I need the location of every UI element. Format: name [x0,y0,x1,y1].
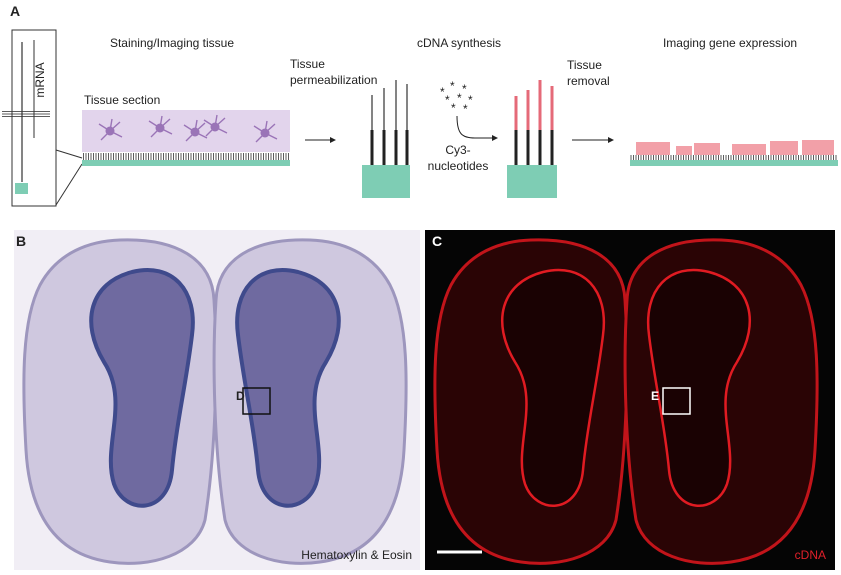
probe-array [82,153,290,160]
svg-text:*: * [440,85,445,99]
inset-box [662,387,691,415]
step-title: Staining/Imaging tissue [110,36,234,50]
inset-label: E [651,389,659,403]
panel-c: C E cDNA [425,230,835,570]
panel-label: B [16,233,26,249]
svg-text:*: * [463,102,468,116]
tissue-section-label: Tissue section [84,93,160,107]
mrna-label: mRNA [33,62,47,97]
step-label: permeabilization [290,73,377,87]
panel-b: B D Hematoxylin & Eosin [14,230,420,570]
svg-text:*: * [450,79,455,93]
stain-label: Hematoxylin & Eosin [301,548,412,562]
panel-label: C [432,233,442,249]
svg-text:*: * [445,93,450,107]
step-label: Tissue [567,58,602,72]
inset-label: D [236,389,245,403]
inset-box [242,387,271,415]
slide [82,160,290,166]
poly-a [2,110,50,118]
step-label: Cy3- [445,143,470,157]
channel-label: cDNA [795,548,826,562]
step-label: removal [567,74,610,88]
spot [15,183,28,194]
step-label: Tissue [290,57,325,71]
panel-label: A [10,3,20,19]
expression-signal [636,140,834,155]
step-title: Imaging gene expression [663,36,797,50]
zoom-line [55,163,83,206]
step-title: cDNA synthesis [417,36,501,50]
cy3-stars: * * * * * * * * [440,79,473,116]
svg-text:*: * [451,101,456,115]
step-label: nucleotides [428,159,489,173]
svg-text:*: * [462,82,467,96]
tissue-section [82,110,290,152]
zoom-line [55,149,83,159]
svg-text:*: * [457,91,462,105]
panel-a: A mRNA Staining/Imaging tissue Tissue se… [2,3,838,207]
svg-text:*: * [468,93,473,107]
